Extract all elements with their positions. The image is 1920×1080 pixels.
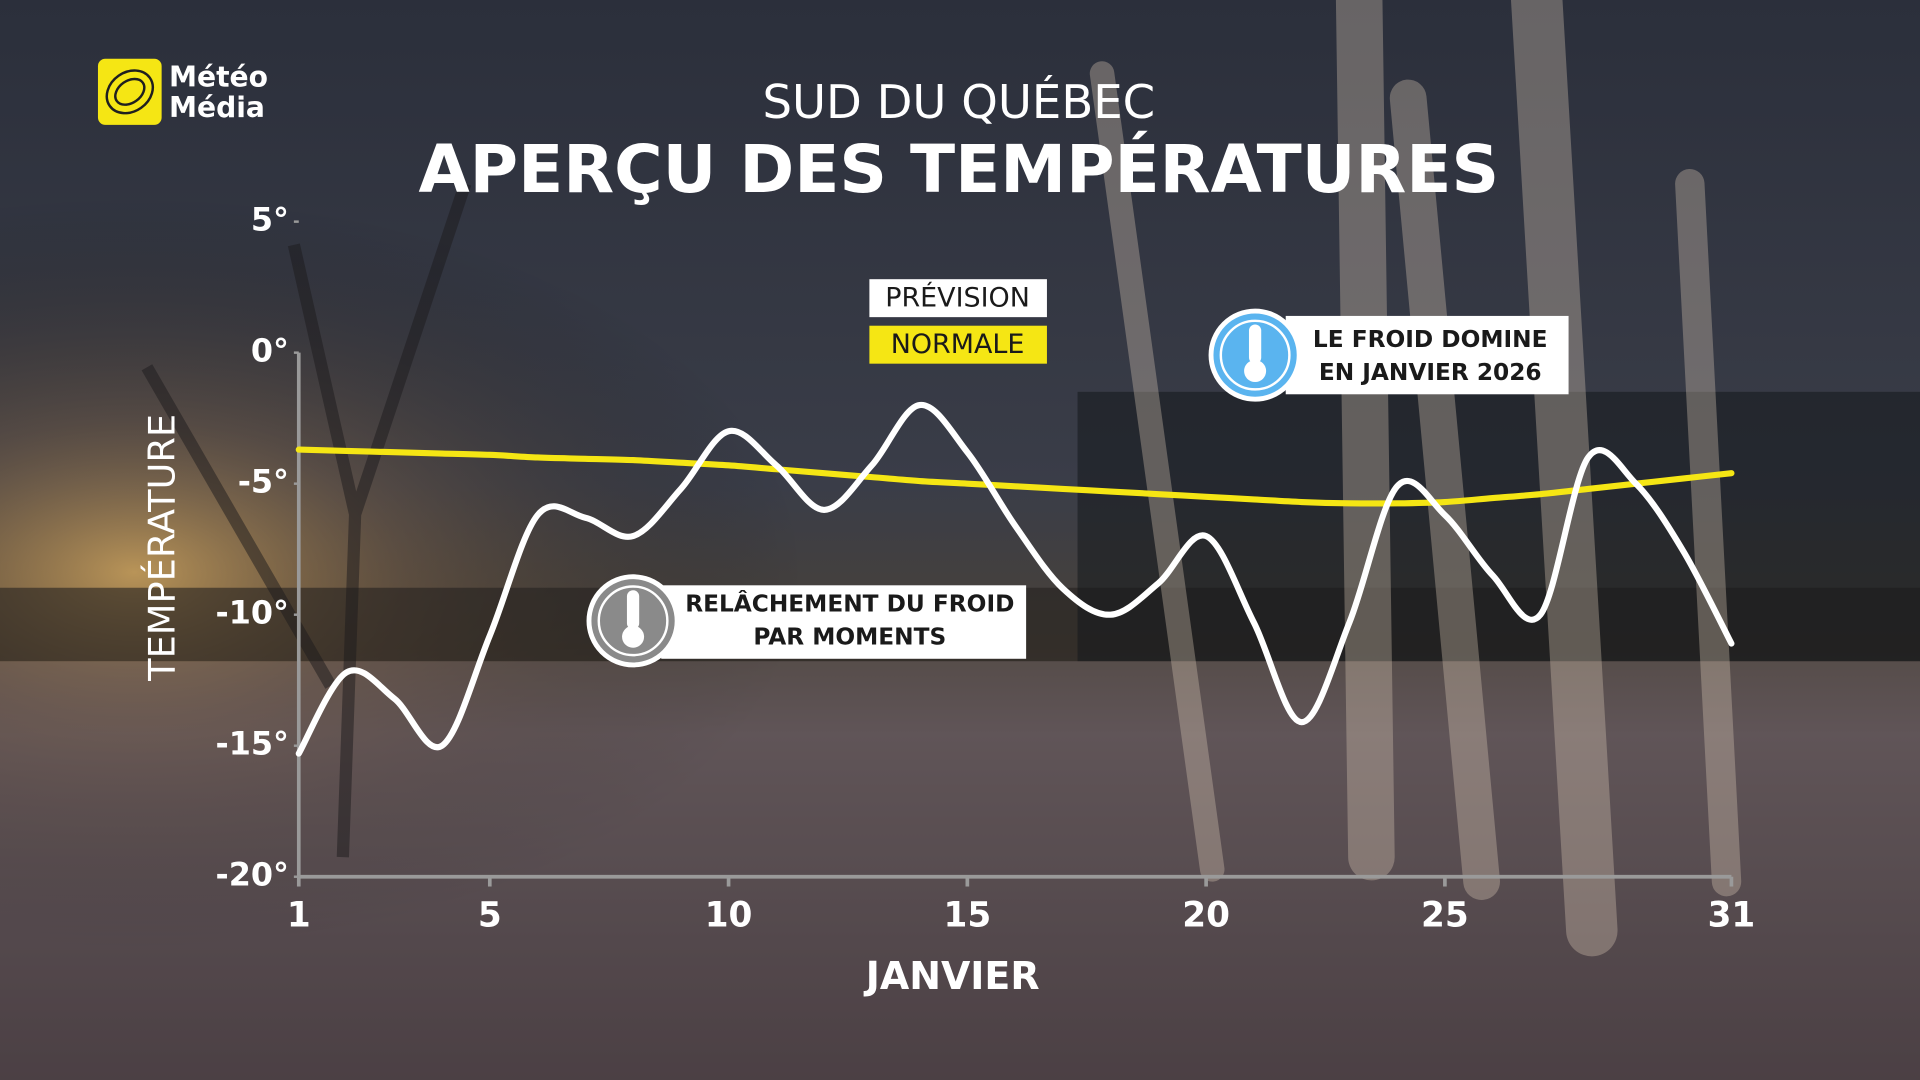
logo-text: Météo: [169, 60, 268, 93]
y-tick-label: 5°: [251, 201, 289, 239]
logo-text: Média: [169, 91, 265, 124]
y-tick-label: -10°: [216, 594, 289, 632]
x-tick-label: 10: [705, 896, 753, 936]
x-tick-label: 31: [1708, 896, 1756, 936]
y-tick-label: 0°: [251, 332, 289, 370]
legend-label: NORMALE: [891, 329, 1025, 360]
x-tick-label: 15: [944, 896, 992, 936]
annotation: LE FROID DOMINE EN JANVIER 2026: [1208, 308, 1569, 402]
legend-swatch: [869, 325, 1047, 364]
y-tick-label: -20°: [216, 856, 289, 894]
series-line: [295, 402, 1735, 757]
legend-label: PRÉVISION: [885, 281, 1030, 313]
x-tick-label: 5: [478, 896, 502, 936]
x-tick-label: 25: [1421, 896, 1469, 936]
logo: Météo Média: [97, 58, 268, 125]
legend: PRÉVISION NORMALE: [869, 279, 1047, 364]
legend-swatch: [869, 279, 1047, 318]
annotation-text: LE FROID DOMINE: [1313, 326, 1548, 353]
x-tick-label: 20: [1182, 896, 1230, 936]
x-tick-label: 1: [287, 896, 311, 936]
y-tick-label: -5°: [238, 463, 289, 501]
series-line: [295, 446, 1735, 507]
annotation: RELÂCHEMENT DU FROID PAR MOMENTS: [586, 574, 1027, 668]
annotation-text: PAR MOMENTS: [753, 623, 946, 650]
x-axis-label: JANVIER: [863, 954, 1040, 998]
chart-title: APERÇU DES TEMPÉRATURES: [418, 130, 1499, 208]
annotation-text: EN JANVIER 2026: [1319, 359, 1542, 386]
plot-area: 5°0°-5°-10°-15°-20°1 5 10 15 20 25 31: [216, 201, 1756, 936]
chart-subtitle: SUD DU QUÉBEC: [762, 75, 1155, 129]
y-axis-label: TEMPÉRATURE: [140, 414, 184, 682]
annotation-text: RELÂCHEMENT DU FROID: [685, 589, 1014, 617]
y-tick-label: -15°: [216, 725, 289, 763]
